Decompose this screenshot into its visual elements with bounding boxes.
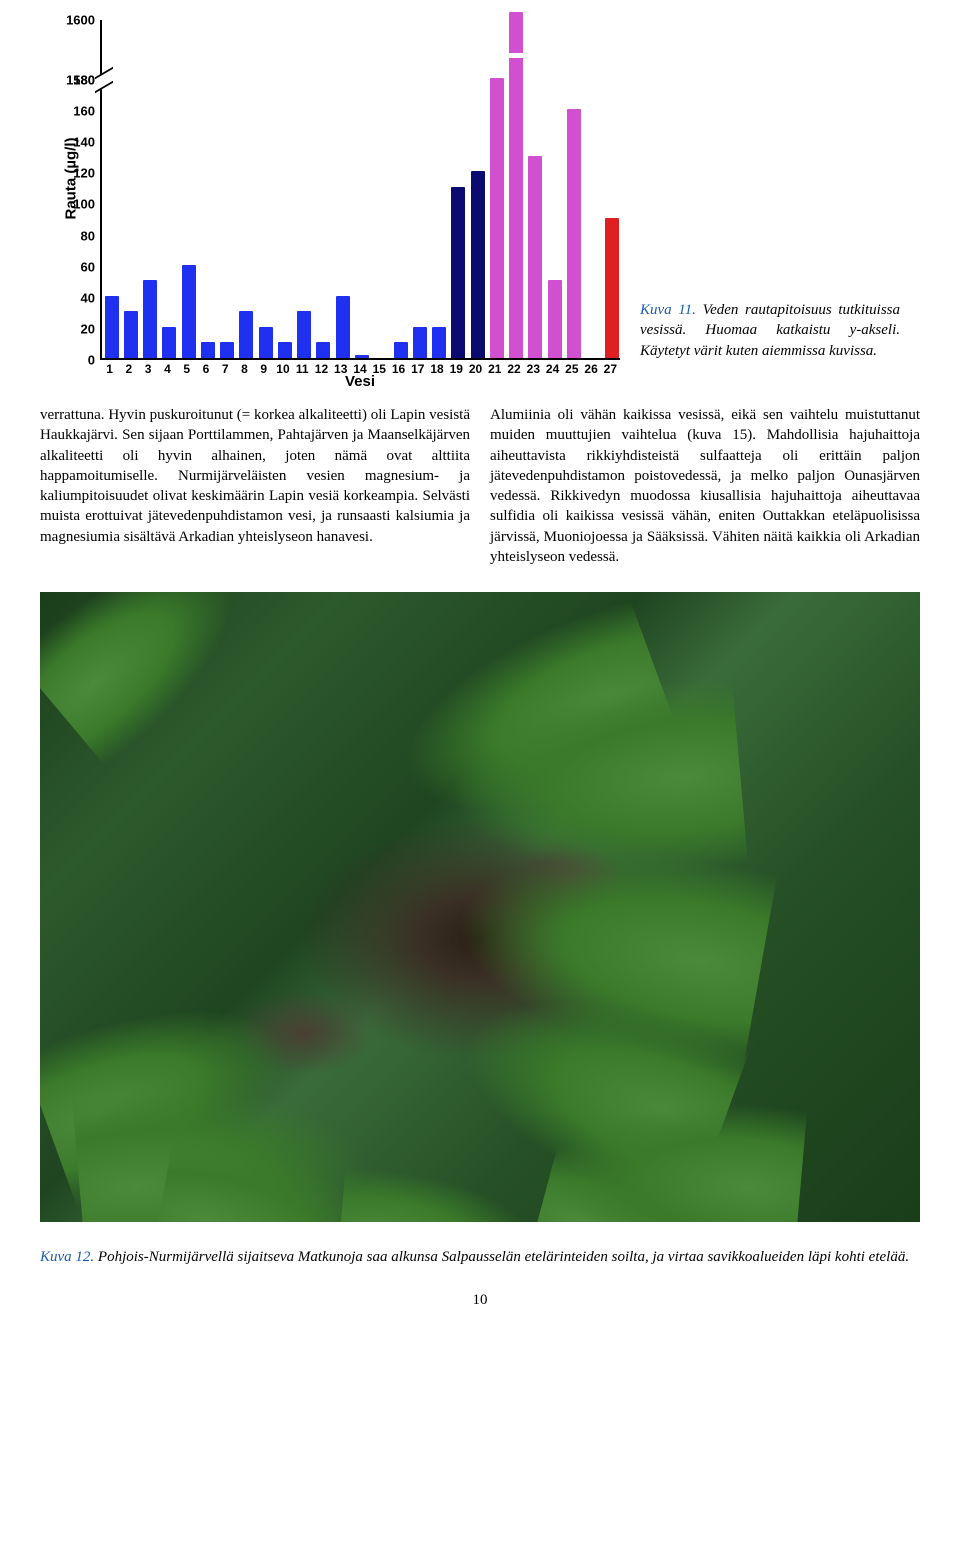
figure-12-label: Kuva 12.	[40, 1249, 94, 1265]
bar	[528, 156, 542, 358]
bar	[490, 78, 504, 358]
bar-overflow-cap	[509, 12, 523, 20]
bar	[451, 187, 465, 358]
bar	[471, 171, 485, 358]
iron-chart-section: Rauta (µg/l) 020406080100120140160180158…	[40, 20, 920, 390]
bar	[201, 342, 215, 358]
bar	[259, 327, 273, 358]
figure-11-caption: Kuva 11. Veden rautapitoisuus tutkituiss…	[640, 300, 900, 361]
figure-12-photo	[40, 592, 920, 1222]
y-ticks: 02040608010012014016018015801600	[65, 20, 100, 360]
bar	[355, 355, 369, 358]
figure-12-text: Pohjois-Nurmijärvellä sijaitseva Matkuno…	[94, 1249, 909, 1265]
y-tick: 60	[81, 260, 95, 273]
bar	[182, 265, 196, 358]
y-tick: 160	[73, 105, 95, 118]
y-tick: 1580	[66, 74, 95, 87]
bar	[605, 218, 619, 358]
y-tick: 40	[81, 291, 95, 304]
bar	[567, 109, 581, 358]
body-text-columns: verrattuna. Hyvin puskuroitunut (= korke…	[40, 405, 920, 567]
bar	[105, 296, 119, 358]
fern-decoration	[542, 1086, 808, 1222]
bar	[162, 327, 176, 358]
bar	[220, 342, 234, 358]
page-number: 10	[40, 1292, 920, 1309]
chart-plot	[100, 20, 620, 360]
y-tick: 1600	[66, 14, 95, 27]
y-tick: 140	[73, 136, 95, 149]
bar-break-stripe	[508, 53, 524, 58]
bar-lower-segment	[509, 18, 523, 358]
bar	[432, 327, 446, 358]
y-tick: 20	[81, 322, 95, 335]
y-tick: 80	[81, 229, 95, 242]
bar	[413, 327, 427, 358]
body-left-column: verrattuna. Hyvin puskuroitunut (= korke…	[40, 405, 470, 567]
bar	[316, 342, 330, 358]
bar	[297, 311, 311, 358]
y-tick: 100	[73, 198, 95, 211]
body-right-column: Alumiinia oli vähän kaikissa vesissä, ei…	[490, 405, 920, 567]
chart-plot-area: 1234567891011121314151617181920212223242…	[100, 20, 620, 360]
bar	[336, 296, 350, 358]
figure-12-caption: Kuva 12. Pohjois-Nurmijärvellä sijaitsev…	[40, 1247, 920, 1267]
fern-decoration	[334, 1166, 543, 1222]
x-axis-title: Vesi	[100, 373, 620, 390]
bar	[278, 342, 292, 358]
fern-decoration	[40, 592, 272, 767]
y-tick: 0	[88, 354, 95, 367]
bar	[124, 311, 138, 358]
bar	[143, 280, 157, 358]
bar	[394, 342, 408, 358]
y-tick: 120	[73, 167, 95, 180]
bar	[548, 280, 562, 358]
bar	[239, 311, 253, 358]
figure-11-label: Kuva 11.	[640, 302, 696, 318]
